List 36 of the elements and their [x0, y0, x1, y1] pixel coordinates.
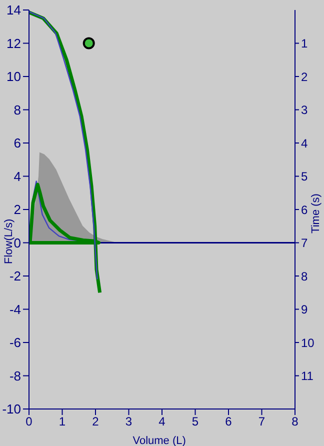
- y-tick-label: -10: [2, 402, 21, 417]
- y2-tick-label: 1: [301, 36, 308, 51]
- y-tick-label: -8: [9, 368, 21, 384]
- y-tick-label: 14: [6, 2, 21, 18]
- y-tick-label: -2: [9, 268, 21, 284]
- y-tick-label: 4: [14, 168, 21, 184]
- y2-tick-label: 8: [301, 269, 308, 284]
- x-tick-label: 4: [158, 414, 166, 429]
- y-axis-title: Flow(L/s): [3, 218, 15, 264]
- y2-tick-label: 5: [301, 170, 308, 184]
- x-tick-label: 7: [258, 414, 266, 429]
- y-tick-label: -6: [9, 335, 21, 350]
- y-tick-label: 2: [14, 202, 21, 218]
- y2-axis-title: Time (s): [310, 194, 322, 234]
- y2-tick-label: 10: [301, 336, 315, 350]
- y2-tick-label: 9: [301, 302, 308, 317]
- y-tick-label: 0: [14, 235, 21, 250]
- x-axis-title: Volume (L): [132, 435, 186, 446]
- y2-tick-label: 7: [301, 236, 308, 250]
- y2-tick-label: 11: [301, 369, 314, 384]
- y2-tick-label: 2: [301, 70, 308, 84]
- y-tick-label: 6: [14, 136, 21, 151]
- y-tick-label: 12: [6, 36, 21, 51]
- y-tick-label: 8: [14, 102, 21, 118]
- x-tick-label: 3: [125, 414, 132, 429]
- x-tick-label: 2: [92, 414, 100, 429]
- x-tick-label: 6: [225, 414, 232, 429]
- x-tick-label: 1: [58, 414, 66, 429]
- y2-tick-label: 3: [301, 103, 308, 118]
- y-tick-label: 10: [6, 69, 21, 84]
- y-tick-label: -4: [9, 302, 21, 317]
- y2-tick-label: 6: [301, 202, 308, 217]
- x-tick-label: 8: [292, 414, 299, 429]
- y2-tick-label: 4: [301, 136, 308, 150]
- x-tick-label: 5: [192, 414, 199, 429]
- x-tick-label: 0: [26, 414, 33, 429]
